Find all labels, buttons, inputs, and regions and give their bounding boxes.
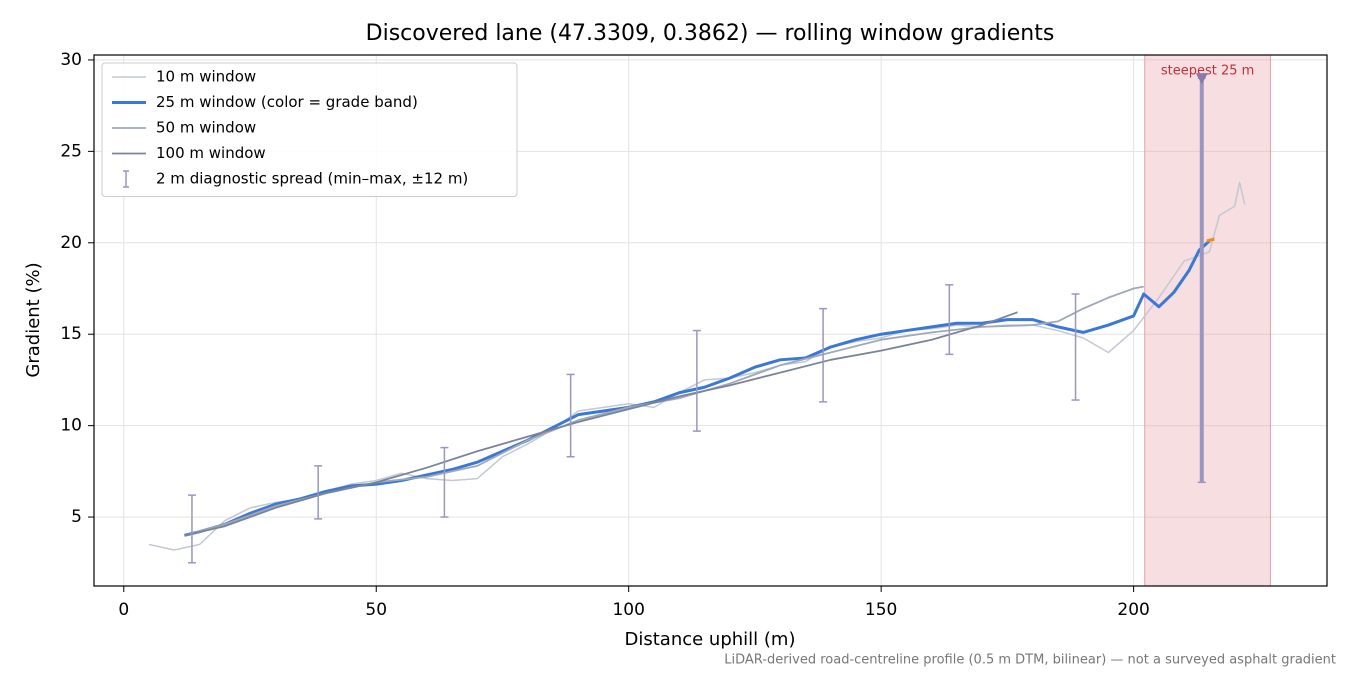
series-line <box>184 311 1018 537</box>
x-tick-label: 0 <box>118 600 129 620</box>
highlight-label: steepest 25 m <box>1161 64 1254 79</box>
y-tick-label: 20 <box>60 233 82 253</box>
legend-label: 25 m window (color = grade band) <box>156 93 418 111</box>
y-tick-label: 5 <box>71 507 82 527</box>
legend-label: 2 m diagnostic spread (min–max, ±12 m) <box>156 170 468 188</box>
footnote: LiDAR-derived road-centreline profile (0… <box>724 653 1336 668</box>
legend-label: 100 m window <box>156 144 266 162</box>
legend-label: 10 m window <box>156 68 256 86</box>
x-tick-label: 150 <box>865 600 897 620</box>
x-tick-label: 50 <box>365 600 387 620</box>
x-tick-label: 100 <box>612 600 644 620</box>
y-tick-label: 30 <box>60 50 82 70</box>
x-tick-label: 200 <box>1117 600 1149 620</box>
plot-frame <box>93 54 1328 587</box>
legend-box <box>101 62 518 197</box>
series-line <box>1206 237 1215 243</box>
y-tick-label: 10 <box>60 416 82 436</box>
steepest-marker <box>1195 73 1208 85</box>
x-axis-label: Distance uphill (m) <box>625 629 796 650</box>
y-axis-label: Gradient (%) <box>23 262 44 377</box>
y-tick-label: 25 <box>60 141 82 161</box>
legend-label: 50 m window <box>156 119 256 137</box>
y-tick-label: 15 <box>60 324 82 344</box>
highlight-span <box>1144 54 1271 587</box>
series-line <box>184 285 1144 537</box>
chart-title: Discovered lane (47.3309, 0.3862) — roll… <box>366 21 1055 46</box>
legend: 10 m window 25 m window (color = grade ba… <box>101 62 518 197</box>
